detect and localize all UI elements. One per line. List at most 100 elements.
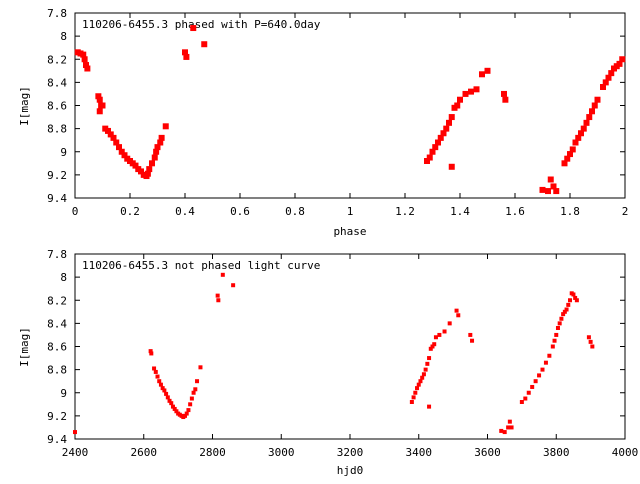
data-point [526,390,531,395]
x-tick-label: 3400 [406,446,433,459]
data-point [509,425,514,430]
data-point [73,430,77,435]
data-point [174,409,179,414]
y-tick-label: 9.4 [47,433,67,446]
data-point [432,342,437,347]
data-point [564,155,571,162]
data-point [190,25,197,32]
data-point [550,344,555,349]
y-ticks: 7.8 8 8.2 8.4 8.6 8.8 9 9.2 9.4 [47,7,625,205]
data-point [110,134,117,141]
x-axis-label: phase [333,225,366,238]
data-point [561,160,568,167]
data-point [537,373,542,378]
data-point [555,326,560,330]
data-point [608,70,615,77]
chart-title: 110206-6455.3 not phased light curve [82,259,320,272]
data-point [170,404,175,409]
data-point [183,413,187,418]
data-point [96,96,103,103]
x-tick-label: 2400 [62,446,89,459]
data-point [547,176,554,183]
data-point [201,41,208,48]
data-point [428,346,433,351]
data-point [189,396,194,401]
data-point [435,139,441,146]
unphased-light-curve-panel: 110206-6455.3 not phased light curve hjd… [18,248,638,477]
data-point [427,404,432,409]
data-point [107,131,114,138]
data-point [550,183,557,190]
data-point [499,428,504,433]
data-point [448,114,455,121]
data-point [198,365,203,370]
data-point [586,335,591,340]
data-point [437,134,444,141]
data-point [602,79,609,86]
x-tick-label: 0.2 [120,205,140,218]
data-point [153,369,158,374]
data-point [619,56,626,63]
data-point [479,71,485,78]
data-point [191,390,196,395]
data-point [132,162,139,169]
data-point [216,298,221,303]
data-point [547,353,552,358]
x-tick-label: 1 [347,205,354,218]
data-point [415,386,420,391]
data-point [425,361,430,366]
data-point [220,272,225,277]
y-tick-label: 9.2 [47,169,67,182]
data-points [74,25,626,195]
x-tick-label: 0.8 [285,205,305,218]
data-point [149,351,154,356]
data-point [80,51,87,58]
data-point [429,148,436,155]
data-point [462,90,469,97]
data-point [432,144,439,151]
data-point [589,108,595,115]
y-tick-label: 8 [60,271,67,284]
y-tick-label: 9 [60,387,67,400]
data-point [571,292,576,297]
data-point [578,130,584,137]
data-point [157,139,164,146]
data-point [573,295,578,300]
data-point [231,283,236,288]
y-tick-label: 9 [60,146,67,159]
data-point [552,338,557,343]
data-point [454,308,459,313]
data-point [416,382,421,387]
plot-frame [74,253,626,440]
x-tick-label: 1.2 [395,205,415,218]
data-point [533,379,538,384]
data-point [554,332,559,337]
data-point [138,168,144,175]
data-point [99,102,106,109]
data-point [154,144,161,151]
data-point [193,387,198,392]
data-point [443,125,450,132]
y-tick-label: 8.8 [47,123,67,136]
x-tick-label: 4000 [612,446,639,459]
data-point [569,146,576,153]
data-point [183,53,190,60]
data-point [553,188,560,195]
data-point [502,96,509,103]
data-point [418,379,423,384]
data-point [523,396,528,401]
data-point [146,166,153,173]
data-point [96,108,103,115]
y-tick-label: 9.2 [47,410,67,423]
data-point [169,401,174,406]
data-point [456,313,461,318]
data-point [423,367,428,372]
data-point [182,49,188,56]
data-point [433,335,438,340]
data-point [149,160,155,167]
data-point [588,339,593,344]
data-point [561,312,566,317]
data-point [164,391,169,396]
data-point [506,425,511,430]
